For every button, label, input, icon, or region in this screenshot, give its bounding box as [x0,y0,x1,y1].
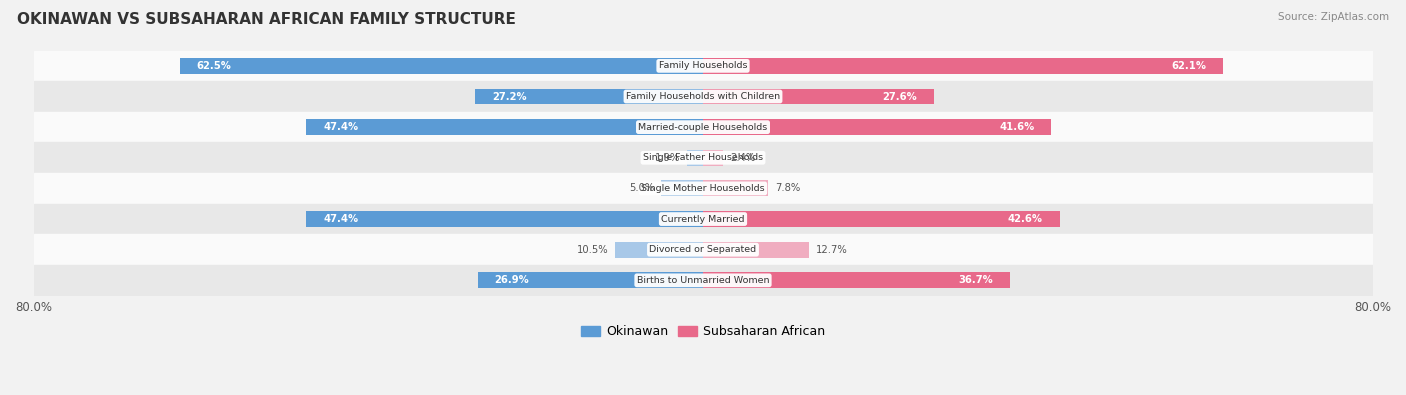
Text: 41.6%: 41.6% [1000,122,1035,132]
Bar [307,211,703,227]
Text: 27.6%: 27.6% [883,92,917,102]
Bar [661,181,703,196]
Bar [34,143,1372,173]
Text: 7.8%: 7.8% [775,183,800,194]
Bar [34,265,1372,295]
Text: OKINAWAN VS SUBSAHARAN AFRICAN FAMILY STRUCTURE: OKINAWAN VS SUBSAHARAN AFRICAN FAMILY ST… [17,12,516,27]
Text: 47.4%: 47.4% [323,122,359,132]
Text: 62.1%: 62.1% [1171,61,1206,71]
Bar [478,273,703,288]
Text: Single Father Households: Single Father Households [643,153,763,162]
Text: Family Households: Family Households [659,61,747,70]
Text: 1.9%: 1.9% [655,153,681,163]
Text: 27.2%: 27.2% [492,92,527,102]
Text: Single Mother Households: Single Mother Households [641,184,765,193]
Text: 10.5%: 10.5% [576,245,609,255]
Bar [688,150,703,166]
Bar [34,51,1372,81]
Bar [703,88,934,104]
Bar [180,58,703,74]
Text: Married-couple Households: Married-couple Households [638,122,768,132]
Bar [34,204,1372,234]
Text: 62.5%: 62.5% [197,61,232,71]
Text: 47.4%: 47.4% [323,214,359,224]
Text: 36.7%: 36.7% [959,275,994,285]
Text: 12.7%: 12.7% [815,245,848,255]
Bar [703,211,1060,227]
Bar [703,150,723,166]
Text: Currently Married: Currently Married [661,214,745,224]
Legend: Okinawan, Subsaharan African: Okinawan, Subsaharan African [576,320,830,343]
Bar [703,242,810,258]
Text: Family Households with Children: Family Households with Children [626,92,780,101]
Bar [703,273,1010,288]
Text: 2.4%: 2.4% [730,153,755,163]
Bar [34,173,1372,204]
Text: 26.9%: 26.9% [495,275,530,285]
Text: Source: ZipAtlas.com: Source: ZipAtlas.com [1278,12,1389,22]
Bar [703,181,768,196]
Bar [703,119,1052,135]
Bar [34,112,1372,143]
Bar [703,58,1223,74]
Bar [34,234,1372,265]
Text: Divorced or Separated: Divorced or Separated [650,245,756,254]
Bar [475,88,703,104]
Bar [34,81,1372,112]
Text: Births to Unmarried Women: Births to Unmarried Women [637,276,769,285]
Text: 42.6%: 42.6% [1008,214,1043,224]
Text: 5.0%: 5.0% [630,183,654,194]
Bar [616,242,703,258]
Bar [307,119,703,135]
